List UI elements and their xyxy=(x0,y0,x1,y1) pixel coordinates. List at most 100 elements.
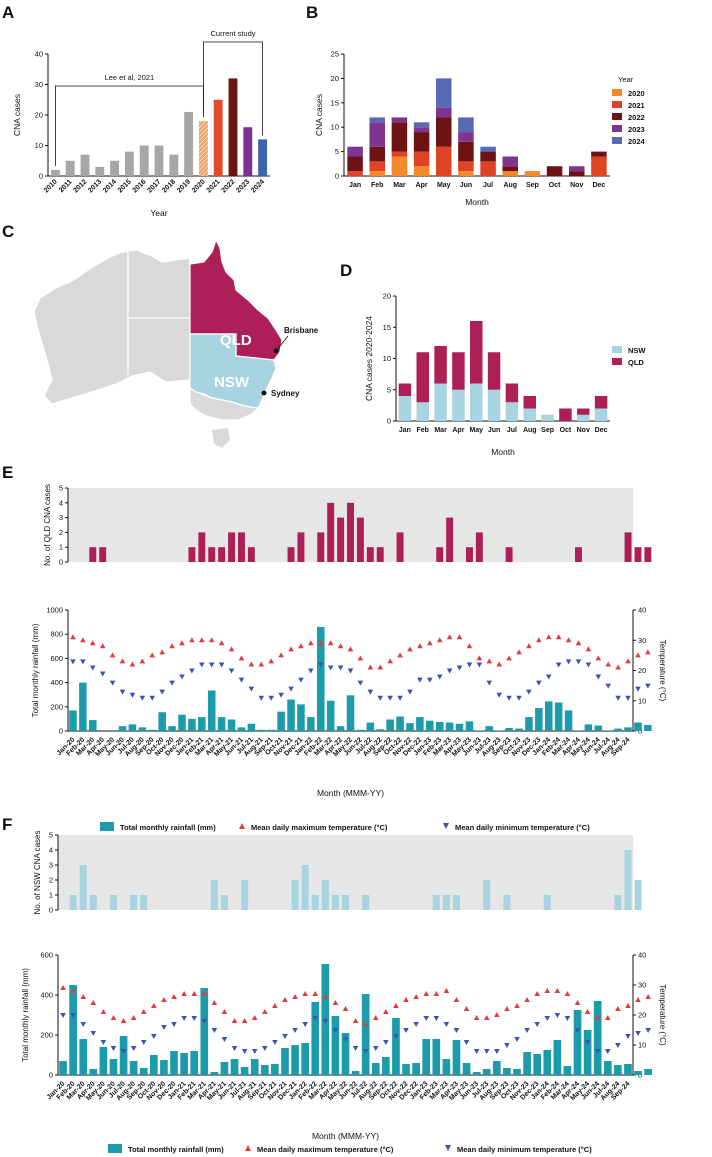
f-tmin-marker-Jun-24 xyxy=(594,1049,601,1054)
f-rain-y-tick-label: 0 xyxy=(49,1071,53,1080)
e-tmax-marker-Apr-22 xyxy=(337,643,344,649)
e-rain-bar-Sep-23 xyxy=(505,727,513,731)
e-tmin-marker-Apr-21 xyxy=(218,662,225,668)
b-x-tick-label: Feb xyxy=(371,182,383,189)
f-case-bar-Feb-23 xyxy=(432,895,440,910)
f-tmax-marker-Jul-24 xyxy=(604,1015,611,1020)
b-bar-Jun-2024 xyxy=(458,117,474,133)
d-bar-Aug-NSW xyxy=(523,408,536,421)
f-rain-bar-Sep-24 xyxy=(624,1064,632,1075)
map-nt-sa-divider xyxy=(127,250,190,375)
f-tmin-marker-Feb-24 xyxy=(554,1013,561,1018)
f-tmax-marker-May-22 xyxy=(342,1006,349,1011)
f-rain-bar-Apr-21 xyxy=(210,1072,219,1075)
e-rain-bar-Jul-20 xyxy=(128,724,137,731)
e-rain-bar-Oct-21 xyxy=(277,711,285,731)
a-bar-2014 xyxy=(110,160,120,176)
b-bar-Sep-2020 xyxy=(524,171,541,176)
e-tmax-marker-Aug-23 xyxy=(496,661,502,667)
e-tmax-marker-Jun-23 xyxy=(476,655,483,661)
b-legend-title: Year xyxy=(618,75,634,84)
e-tmax-marker-Aug-20 xyxy=(139,658,146,664)
f-rain-bar-Mar-24 xyxy=(563,1066,572,1075)
a-annotation-current: Current study xyxy=(210,29,255,38)
b-bar-Mar-2023 xyxy=(391,117,408,123)
e-rain-bar-Jun-23 xyxy=(475,730,484,731)
e-tmax-marker-Nov-23 xyxy=(526,643,532,649)
f-tmin-marker-undefined xyxy=(635,1031,641,1036)
d-bar-Feb-QLD xyxy=(416,352,429,403)
e-case-bar-Dec-21 xyxy=(297,532,305,562)
e-tmax-marker-Apr-23 xyxy=(456,634,463,640)
a-y-tick-label: 40 xyxy=(35,50,43,59)
f-tmax-marker-Nov-21 xyxy=(282,997,288,1002)
e-tmax-marker-Aug-22 xyxy=(377,664,384,670)
d-x-tick-label: Feb xyxy=(417,427,429,434)
e-rain-y-tick-label: 600 xyxy=(50,654,63,663)
e-tmin-marker-Dec-20 xyxy=(179,674,185,680)
e-tmin-marker-Mar-20 xyxy=(89,665,96,671)
f-tmax-marker-Dec-22 xyxy=(413,994,419,999)
e-tmin-marker-May-23 xyxy=(466,662,473,668)
e-tmax-marker-May-20 xyxy=(109,652,116,658)
e-tmax-marker-Mar-22 xyxy=(327,640,334,646)
d-x-tick-label: May xyxy=(469,427,483,434)
f-tmin-marker-Jul-23 xyxy=(483,1049,490,1054)
f-tmax-marker-Feb-23 xyxy=(433,991,440,996)
e-tmin-marker-Jan-21 xyxy=(189,668,195,674)
e-tmax-marker-Feb-21 xyxy=(199,637,205,643)
f-rain-bar-Jan-24 xyxy=(543,1050,552,1075)
f-tmin-marker-Jul-22 xyxy=(362,1049,369,1054)
f-case-bar-Mar-22 xyxy=(321,880,329,910)
e-case-bar-Jul-21 xyxy=(247,547,255,562)
e-tmin-marker-Apr-24 xyxy=(575,659,582,665)
f-rain-bar-Jun-21 xyxy=(230,1059,239,1075)
f-tmin-marker-Feb-21 xyxy=(191,1016,197,1021)
b-legend-swatch-2022 xyxy=(612,113,622,120)
a-x-tick-label: 2022 xyxy=(220,178,236,194)
e-tmax-marker-May-21 xyxy=(228,646,235,652)
a-annotation-lee: Lee et al, 2021 xyxy=(105,73,155,82)
e-tmax-marker-Jul-23 xyxy=(486,658,493,664)
e-tmin-marker-Dec-22 xyxy=(417,677,423,683)
e-tmin-marker-Feb-24 xyxy=(555,662,562,668)
f-tmax-marker-Jul-20 xyxy=(120,1018,127,1023)
panel-label-b: B xyxy=(306,3,318,22)
b-bar-Jun-2021 xyxy=(458,161,474,172)
e-rain-bar-Dec-22 xyxy=(416,717,424,731)
b-legend-swatch-2021 xyxy=(612,101,622,108)
e-tmin-marker-Jan-23 xyxy=(426,677,433,683)
b-bar-May-2023 xyxy=(435,107,452,118)
e-cases-axis-label: No. of QLD CNA cases xyxy=(43,484,52,566)
f-tmin-marker-Feb-23 xyxy=(433,1016,440,1021)
e-case-bar-Jun-23 xyxy=(475,532,483,562)
e-tmin-marker-Jun-24 xyxy=(595,674,602,680)
e-tmax-marker-Apr-21 xyxy=(218,640,225,646)
e-tmin-marker-Nov-21 xyxy=(288,686,294,692)
e-case-bar-May-22 xyxy=(347,502,354,562)
f-rain-bar-Nov-21 xyxy=(281,1048,289,1075)
e-rain-bar-Jul-22 xyxy=(366,722,375,731)
f-tmax-marker-Oct-20 xyxy=(151,1003,157,1008)
a-x-tick-label: 2021 xyxy=(206,178,222,194)
e-tmax-marker-Mar-24 xyxy=(565,637,572,643)
f-case-bar-Jun-20 xyxy=(109,895,118,910)
a-bar-2015 xyxy=(124,151,134,176)
a-bar-2013 xyxy=(95,166,105,176)
f-legend-tmin-label: Mean daily minimum temperature (°C) xyxy=(457,1145,592,1154)
e-case-bar-undefined xyxy=(644,547,652,562)
b-y-tick-label: 0 xyxy=(335,172,339,181)
a-x-tick-label: 2010 xyxy=(43,178,59,194)
d-x-tick-label: Jan xyxy=(399,427,411,434)
e-tmin-marker-Feb-21 xyxy=(199,662,205,668)
chart-b: 0 5 10 15 20 25 CNA cases Month Jan Feb Mar Apr May J… xyxy=(314,50,646,208)
e-case-bar-Nov-21 xyxy=(287,547,295,562)
e-tmin-marker-Sep-22 xyxy=(387,695,393,701)
e-temp-y-tick-label: 20 xyxy=(638,666,646,675)
e-case-bar-Feb-23 xyxy=(436,547,444,562)
e-case-bar-Apr-24 xyxy=(575,547,582,562)
f-rain-bar-Mar-21 xyxy=(200,988,209,1075)
f-rain-bar-Jul-22 xyxy=(361,994,370,1075)
e-tmax-marker-May-24 xyxy=(585,646,592,652)
f-tmax-marker-May-21 xyxy=(221,1009,228,1014)
